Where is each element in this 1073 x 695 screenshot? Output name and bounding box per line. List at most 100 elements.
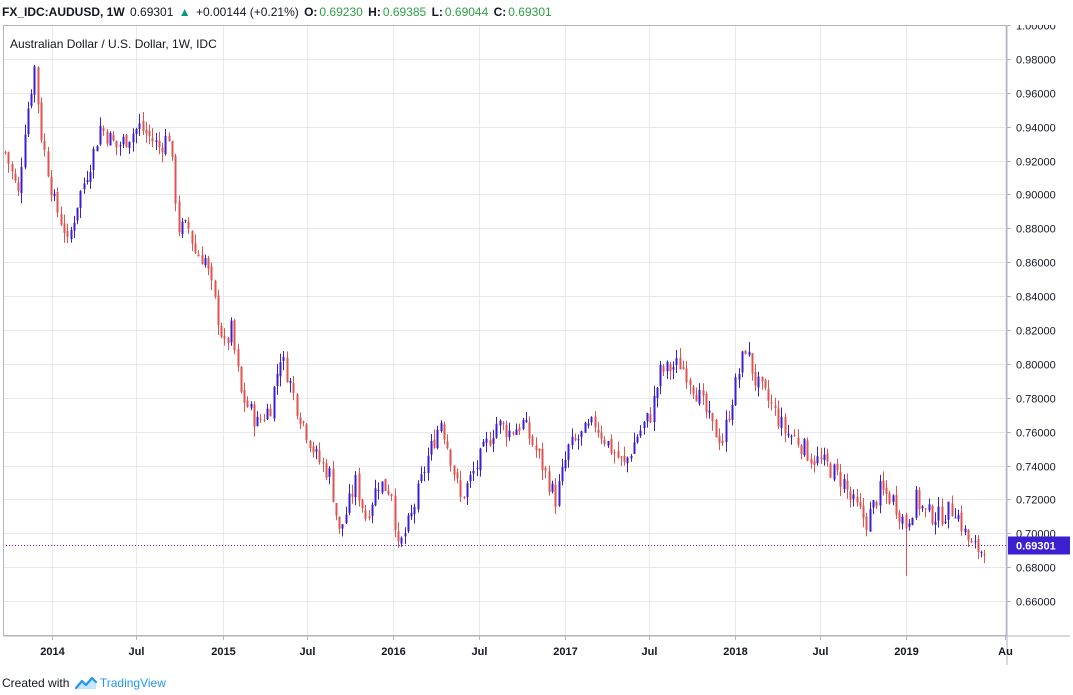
y-tick-label: 0.80000 xyxy=(1016,360,1056,372)
candle-body xyxy=(237,349,240,367)
candle-body xyxy=(875,501,878,507)
candle-body xyxy=(227,337,230,344)
candle-body xyxy=(269,408,272,417)
candle-body xyxy=(741,351,744,373)
candle-body xyxy=(541,448,544,471)
y-tick-label: 0.78000 xyxy=(1016,394,1056,406)
symbol-label[interactable]: FX_IDC:AUDUSD, 1W xyxy=(2,5,125,19)
candle-body xyxy=(960,512,963,532)
candle-body xyxy=(577,439,580,441)
candle-body xyxy=(86,180,89,182)
candle-body xyxy=(721,440,724,444)
candle-body xyxy=(669,364,672,372)
candle-body xyxy=(597,429,600,433)
candle-body xyxy=(797,437,800,445)
x-tick-label: Jul xyxy=(642,646,658,658)
candle-body xyxy=(299,417,302,424)
candle-body xyxy=(325,463,328,478)
candle-body xyxy=(53,193,56,197)
candle-body xyxy=(800,445,803,455)
candle-body xyxy=(646,413,649,422)
candle-body xyxy=(296,394,299,417)
candle-body xyxy=(731,404,734,420)
candle-body xyxy=(852,494,855,500)
candle-body xyxy=(292,382,295,394)
candle-body xyxy=(466,483,469,498)
candle-body xyxy=(531,436,534,445)
price-axis[interactable]: 0.660000.680000.700000.720000.740000.760… xyxy=(1007,25,1056,609)
candle-body xyxy=(784,416,787,434)
candle-body xyxy=(757,376,760,388)
candle-body xyxy=(564,459,567,469)
last-price-tag-label: 0.69301 xyxy=(1016,541,1056,553)
candle-body xyxy=(843,479,846,490)
candle-body xyxy=(679,358,682,370)
x-tick-label: Au xyxy=(998,646,1013,658)
candle-body xyxy=(246,400,249,407)
candle-body xyxy=(47,151,50,177)
candle-body xyxy=(276,373,279,387)
change-up-arrow-icon: ▲ xyxy=(178,5,191,19)
candle-body xyxy=(109,132,112,146)
candle-body xyxy=(161,147,164,153)
candle-body xyxy=(368,516,371,519)
price-chart[interactable]: 0.660000.680000.700000.720000.740000.760… xyxy=(3,25,1070,665)
candle-body xyxy=(83,183,86,190)
tradingview-logo-icon[interactable] xyxy=(74,676,97,690)
candle-body xyxy=(924,508,927,510)
candle-body xyxy=(675,358,678,366)
candle-body xyxy=(492,437,495,444)
candle-body xyxy=(79,191,82,208)
candle-body xyxy=(970,540,973,543)
candle-body xyxy=(440,422,443,432)
candle-body xyxy=(770,402,773,404)
candle-body xyxy=(174,156,177,204)
candle-body xyxy=(318,450,321,463)
chart-container[interactable]: 0.66000 0.68000 0.70000 0.72000 0.74000 0.760… xyxy=(3,25,1070,665)
candle-body xyxy=(164,135,167,154)
candle-body xyxy=(181,221,184,234)
candle-body xyxy=(682,367,685,369)
symbol-info-bar: FX_IDC:AUDUSD, 1W 0.69301 ▲ +0.00144 (+0… xyxy=(0,0,1073,24)
candle-body xyxy=(345,514,348,524)
candle-body xyxy=(217,295,220,326)
x-tick-label: 2018 xyxy=(723,646,747,658)
candle-body xyxy=(751,353,754,374)
candle-body xyxy=(56,191,59,213)
candle-body xyxy=(4,151,7,153)
candle-body xyxy=(623,455,626,462)
candle-body xyxy=(535,445,538,451)
tradingview-brand-link[interactable]: TradingView xyxy=(99,676,166,690)
candle-body xyxy=(872,500,875,508)
candle-body xyxy=(934,521,937,525)
candle-body xyxy=(43,140,46,150)
candle-body xyxy=(312,446,315,453)
candle-body xyxy=(528,422,531,439)
candle-body xyxy=(17,182,20,191)
candle-body xyxy=(967,529,970,541)
candle-body xyxy=(20,167,23,194)
candle-body xyxy=(384,478,387,491)
price-change-value: +0.00144 (+0.21%) xyxy=(195,5,299,19)
candle-body xyxy=(777,408,780,427)
candle-body xyxy=(449,449,452,466)
candle-body xyxy=(413,506,416,515)
candle-body xyxy=(715,419,718,438)
candle-body xyxy=(538,449,541,452)
candle-body xyxy=(918,490,921,510)
candle-body xyxy=(338,516,341,529)
last-price-value: 0.69301 xyxy=(130,5,174,19)
candle-body xyxy=(761,376,764,382)
candle-body xyxy=(210,266,213,281)
candle-body xyxy=(456,472,459,479)
candle-body xyxy=(695,394,698,402)
candle-body xyxy=(626,457,629,464)
y-tick-label: 0.88000 xyxy=(1016,224,1056,236)
candle-body xyxy=(633,442,636,454)
candle-body xyxy=(417,483,420,510)
time-axis[interactable]: 2014 Jul 2015 Jul 2016 Jul 2017 Jul 2018 Jul 2019 A… xyxy=(40,636,1013,658)
candle-body xyxy=(793,435,796,437)
candle-body xyxy=(941,506,944,525)
candle-body xyxy=(662,366,665,372)
candle-body xyxy=(574,438,577,440)
